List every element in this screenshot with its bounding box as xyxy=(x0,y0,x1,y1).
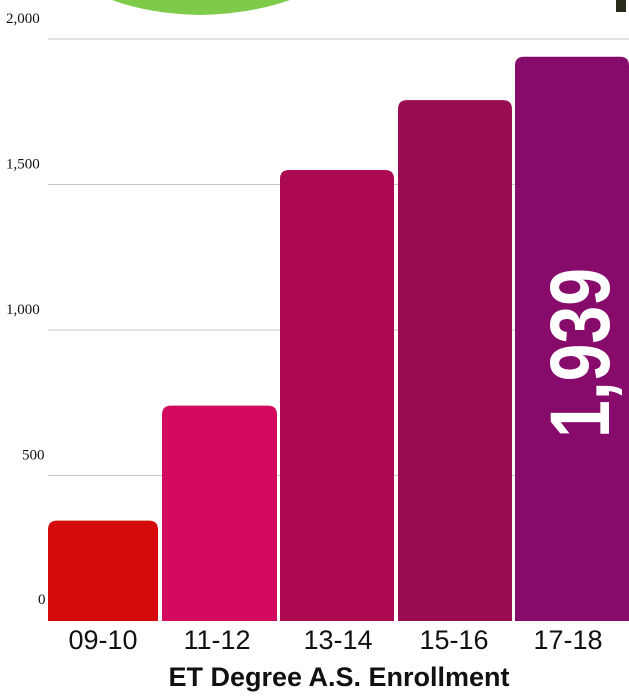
decorative-green-shape xyxy=(112,0,290,15)
data-labels: 1,939 xyxy=(533,268,627,438)
y-tick-label: 0 xyxy=(38,592,46,608)
bars xyxy=(48,56,629,622)
y-axis-tick-labels: 0 500 1,000 1,500 2,000 xyxy=(6,11,46,608)
y-tick-label: 2,000 xyxy=(6,11,40,27)
bar-13-14 xyxy=(280,169,394,621)
x-tick-label: 13-14 xyxy=(303,625,372,655)
bar-11-12 xyxy=(162,405,277,621)
chart-title: ET Degree A.S. Enrollment xyxy=(168,662,509,692)
decorative-dark-corner xyxy=(616,0,626,12)
x-tick-label: 09-10 xyxy=(68,625,137,655)
data-label-17-18: 1,939 xyxy=(533,268,627,438)
x-tick-label: 15-16 xyxy=(419,625,488,655)
y-tick-label: 1,000 xyxy=(6,302,40,318)
x-tick-label: 11-12 xyxy=(183,625,250,655)
bar-09-10 xyxy=(48,520,158,621)
y-tick-label: 1,500 xyxy=(6,157,40,173)
x-tick-label: 17-18 xyxy=(533,625,602,655)
y-tick-label: 500 xyxy=(22,448,45,464)
bar-17-18 xyxy=(515,56,629,622)
bar-15-16 xyxy=(398,100,512,622)
x-axis-tick-labels: 09-10 11-12 13-14 15-16 17-18 xyxy=(68,625,602,655)
